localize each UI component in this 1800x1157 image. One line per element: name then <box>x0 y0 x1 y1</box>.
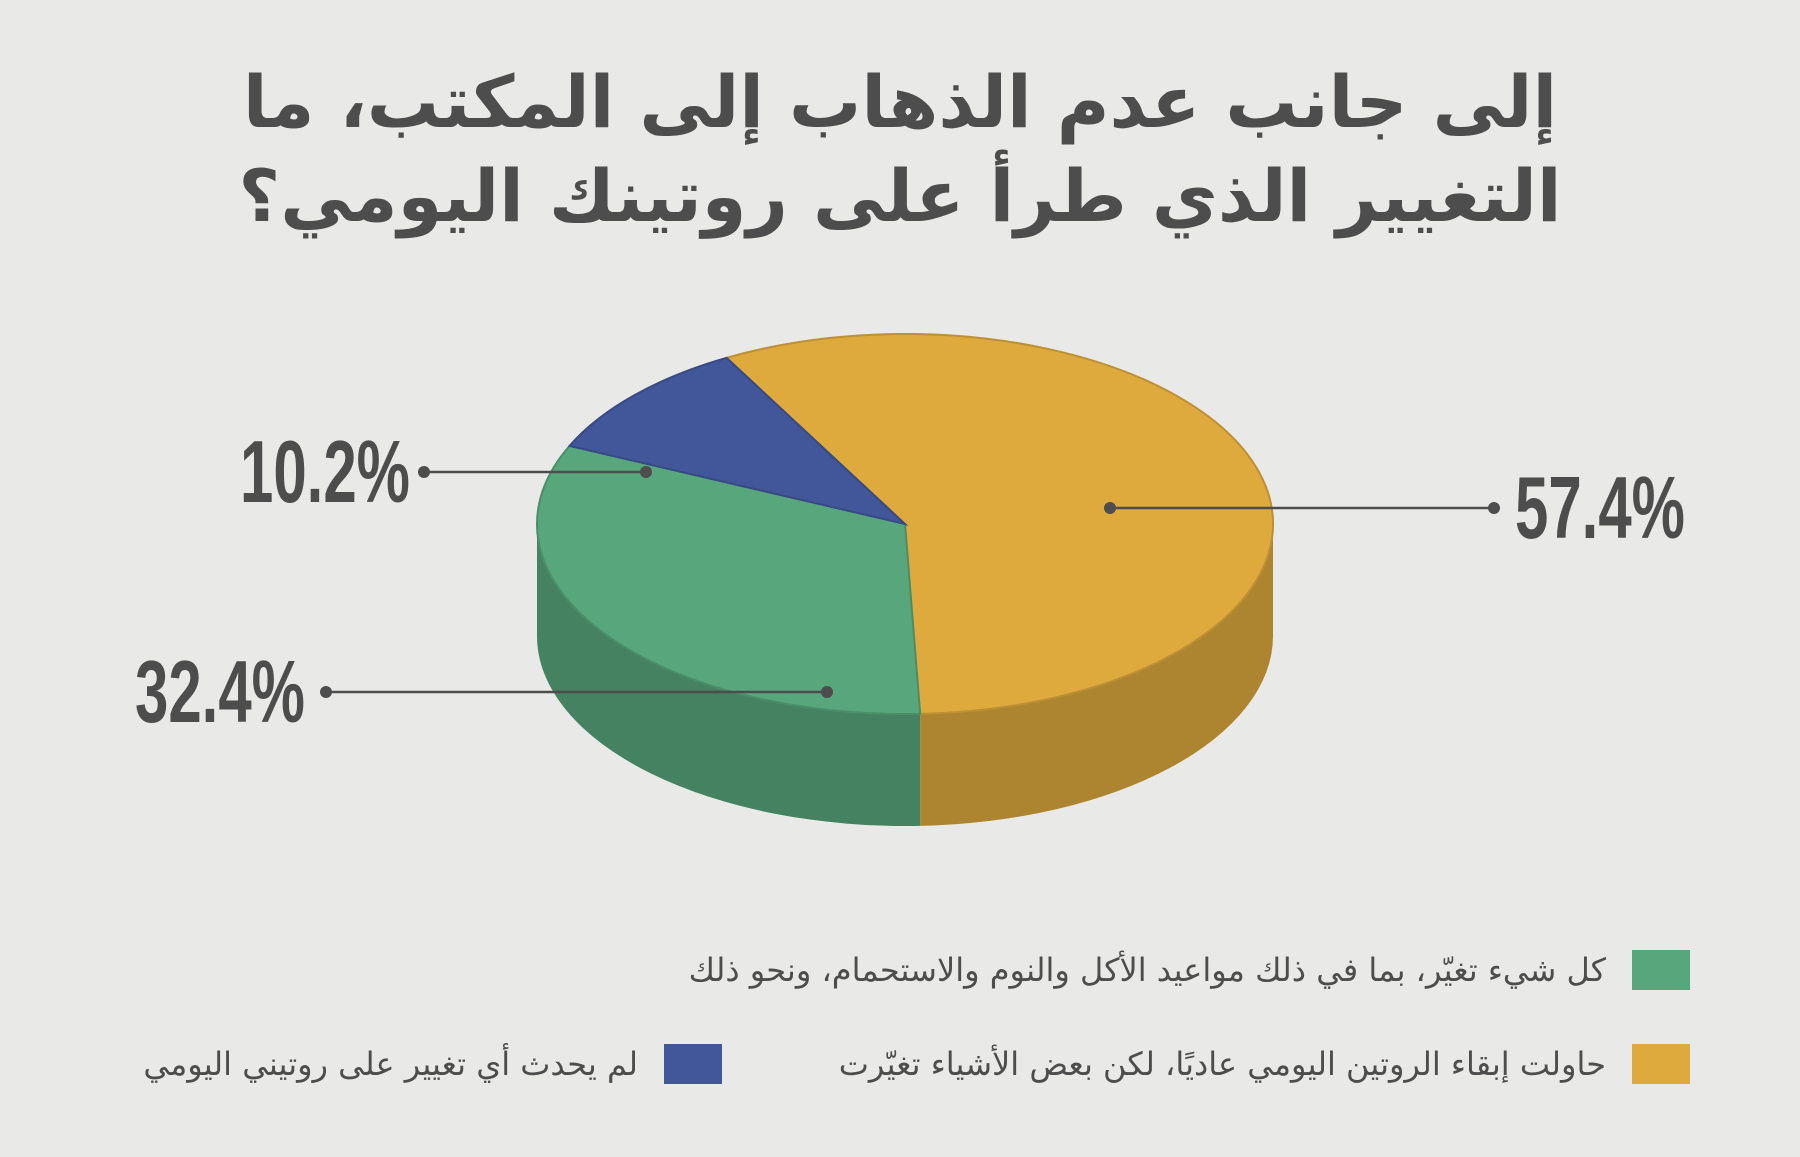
legend-item-tried-to-keep-routine: حاولت إبقاء الروتين اليومي عاديًا، لكن ب… <box>839 1044 1690 1084</box>
legend-label: لم يحدث أي تغيير على روتيني اليومي <box>143 1045 638 1083</box>
slice-top-1 <box>536 444 922 715</box>
slice-side-0 <box>920 524 1273 826</box>
leader-dot-inner-2 <box>640 466 652 478</box>
data-label-0: 57.4% <box>1515 458 1685 557</box>
legend-item-everything-changed: كل شيء تغيّر، بما في ذلك مواعيد الأكل وا… <box>689 950 1690 990</box>
data-label-2: 10.2% <box>240 422 410 521</box>
legend-swatch-green <box>1632 950 1690 990</box>
legend-swatch-orange <box>1632 1044 1690 1084</box>
legend-label: كل شيء تغيّر، بما في ذلك مواعيد الأكل وا… <box>688 951 1606 989</box>
legend-label: حاولت إبقاء الروتين اليومي عاديًا، لكن ب… <box>838 1045 1606 1083</box>
leader-dot-outer-2 <box>418 466 430 478</box>
leader-dot-outer-1 <box>320 686 332 698</box>
chart-title: إلى جانب عدم الذهاب إلى المكتب، ما التغي… <box>238 60 1562 238</box>
slice-side-1 <box>537 524 921 826</box>
legend-item-no-change: لم يحدث أي تغيير على روتيني اليومي <box>143 1044 722 1084</box>
legend-swatch-blue <box>664 1044 722 1084</box>
leader-dot-inner-1 <box>821 686 833 698</box>
slice-top-2 <box>567 356 909 526</box>
leader-dot-inner-0 <box>1104 502 1116 514</box>
leader-dot-outer-0 <box>1488 502 1500 514</box>
slice-top-0 <box>724 333 1274 715</box>
data-label-1: 32.4% <box>135 642 305 741</box>
